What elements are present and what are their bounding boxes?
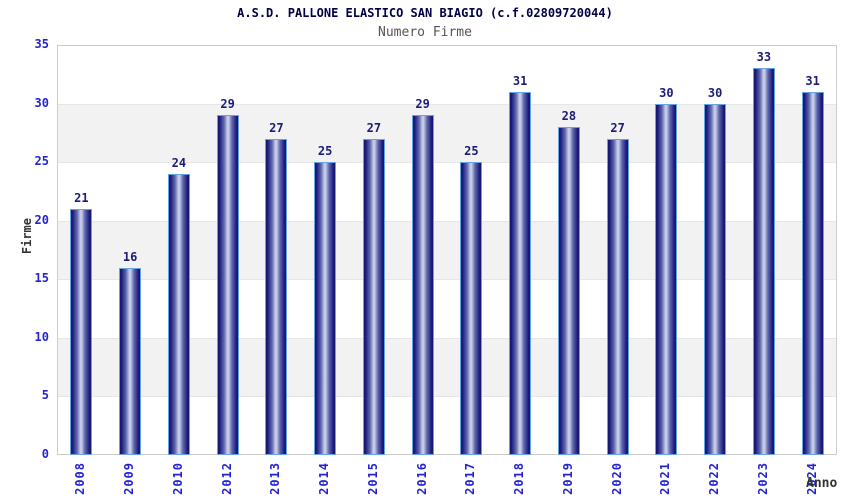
bar-value-label: 30: [707, 85, 723, 100]
x-axis-label: Anno: [806, 476, 838, 491]
x-tick-label: 2018: [512, 462, 527, 495]
bar-value-label: 16: [122, 249, 138, 264]
bar-value-label: 30: [659, 85, 674, 100]
bar-value-label: 29: [220, 97, 235, 112]
bar: [265, 138, 288, 455]
bar: [216, 115, 239, 455]
y-tick-label: 30: [34, 95, 49, 110]
x-tick-label: 2016: [414, 462, 429, 495]
bar-value-label: 27: [366, 120, 382, 135]
bar-value-label: 27: [269, 120, 284, 135]
x-tick-label: 2013: [268, 462, 283, 495]
x-tick-label: 2019: [560, 462, 575, 495]
bar-value-label: 21: [74, 191, 89, 205]
gridline: [57, 337, 837, 339]
bar: [704, 103, 727, 455]
bar: [411, 115, 434, 455]
x-tick-label: 2022: [707, 462, 722, 495]
bar-value-label: 28: [561, 109, 577, 123]
bar-value-label: 33: [756, 50, 772, 65]
x-tick-label: 2015: [365, 462, 380, 495]
bar-value-label: 31: [512, 73, 528, 88]
gridline: [57, 279, 837, 281]
gridline: [57, 103, 837, 105]
bar: [752, 68, 775, 455]
bar: [362, 138, 385, 455]
x-tick-label: 2014: [317, 462, 332, 495]
bar-value-label: 25: [464, 144, 479, 159]
bar: [70, 209, 93, 455]
bar: [801, 91, 824, 455]
bar: [314, 162, 337, 455]
bar-value-label: 24: [171, 155, 187, 170]
bar: [460, 162, 483, 455]
x-tick-label: 2009: [122, 462, 137, 495]
y-tick-label: 35: [34, 37, 49, 51]
x-tick-label: 2008: [73, 462, 88, 495]
bar-value-label: 29: [415, 97, 430, 112]
bar: [557, 127, 580, 455]
bar: [167, 173, 190, 455]
bar-value-label: 25: [317, 144, 333, 159]
y-tick-label: 5: [41, 388, 49, 403]
y-tick-label: 25: [34, 154, 49, 169]
x-tick-label: 2023: [755, 462, 770, 495]
y-tick-label: 15: [34, 271, 49, 286]
bar: [119, 267, 142, 455]
y-tick-label: 20: [34, 212, 49, 227]
chart-subtitle: Numero Firme: [378, 25, 472, 40]
gridline: [57, 220, 837, 222]
bar: [606, 138, 629, 455]
x-tick-label: 2010: [170, 462, 185, 495]
gridline: [57, 162, 837, 164]
y-tick-label: 10: [34, 329, 49, 344]
x-tick-label: 2017: [463, 462, 478, 495]
x-tick-label: 2012: [219, 462, 234, 495]
bar: [655, 103, 678, 455]
bar-value-label: 31: [805, 73, 820, 88]
x-tick-label: 2021: [658, 462, 673, 495]
bar-value-label: 27: [610, 120, 625, 135]
chart-title: A.S.D. PALLONE ELASTICO SAN BIAGIO (c.f.…: [237, 6, 613, 20]
x-tick-label: 2020: [609, 462, 624, 495]
gridline: [57, 396, 837, 398]
plot-border: [57, 45, 837, 455]
bar: [509, 91, 532, 455]
y-tick-label: 0: [41, 447, 49, 461]
